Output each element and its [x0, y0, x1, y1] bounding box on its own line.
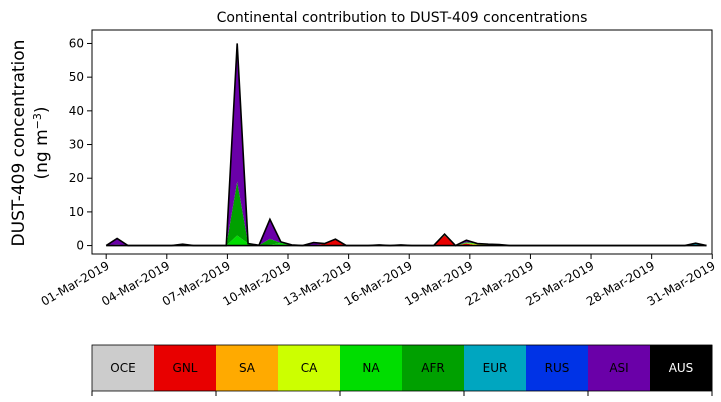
colorbar-label-ca: CA [301, 361, 318, 375]
area-series-eur [106, 181, 707, 246]
colorbar-label-gnl: GNL [173, 361, 198, 375]
y-tick-label: 40 [69, 104, 84, 118]
area-series-ca [106, 235, 707, 246]
colorbar-frame [91, 344, 713, 392]
y-axis-label-close: ) [32, 106, 52, 113]
colorbar-cell-gnl [154, 345, 217, 391]
colorbar-label-na: NA [362, 361, 380, 375]
total-outline-line [105, 43, 707, 247]
y-axis-label-unit: (ng m [32, 129, 52, 179]
colorbar-label-aus: AUS [669, 361, 694, 375]
continent-colorbar: OCE GNL SA CA NA AFR EUR RUS ASI AUS [91, 344, 713, 396]
area-series-afr [106, 181, 707, 246]
area-series-sa [106, 235, 707, 246]
x-axis: 01-Mar-201904-Mar-201907-Mar-201910-Mar-… [39, 254, 718, 309]
y-tick-label: 10 [69, 205, 84, 219]
colorbar-cell-eur [464, 345, 527, 391]
y-tick-label: 20 [69, 171, 84, 185]
colorbar-cell-na [340, 345, 403, 391]
y-axis: 0 10 20 30 40 50 60 [69, 36, 92, 253]
colorbar-cell-sa [216, 345, 279, 391]
colorbar-cell-rus [526, 345, 589, 391]
chart-title: Continental contribution to DUST-409 con… [217, 10, 588, 26]
area-series-asi [106, 48, 707, 246]
colorbar-label-oce: OCE [110, 361, 135, 375]
colorbar-cell-aus [650, 345, 713, 391]
colorbar-cell-afr [402, 345, 465, 391]
colorbar-cell-asi [588, 345, 651, 391]
area-series-na [106, 235, 707, 246]
colorbar-label-rus: RUS [545, 361, 570, 375]
y-tick-label: 30 [69, 138, 84, 152]
x-tick-label: 31-Mar-2019 [645, 258, 718, 308]
colorbar-label-afr: AFR [421, 361, 444, 375]
colorbar-label-sa: SA [239, 361, 256, 375]
plot-frame [91, 29, 713, 255]
colorbar-cell-oce [92, 345, 155, 391]
area-series-aus [106, 43, 707, 246]
plot-area [105, 43, 707, 247]
y-tick-label: 0 [76, 239, 84, 253]
area-series-rus [106, 181, 707, 246]
area-series-gnl [106, 235, 707, 246]
y-axis-label-line2: (ng m−3) [31, 106, 52, 179]
y-axis-label: DUST-409 concentration (ng m−3) [9, 40, 52, 247]
colorbar-label-eur: EUR [483, 361, 508, 375]
y-tick-label: 60 [69, 36, 84, 50]
colorbar-cell-ca [278, 345, 341, 391]
colorbar-label-asi: ASI [609, 361, 628, 375]
y-axis-label-line1: DUST-409 concentration [9, 40, 29, 247]
y-axis-label-exponent: −3 [31, 113, 44, 129]
y-tick-label: 50 [69, 70, 84, 84]
